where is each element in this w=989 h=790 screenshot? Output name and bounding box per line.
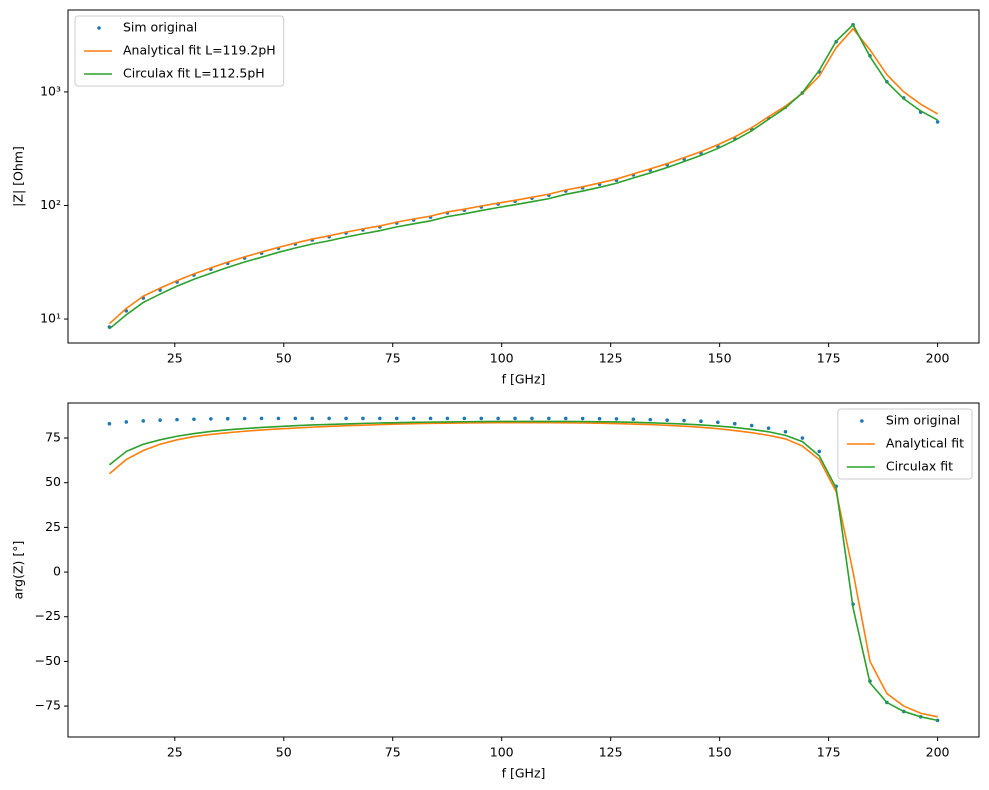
data-point xyxy=(327,416,331,421)
y-tick-label: −50 xyxy=(35,653,61,668)
data-point xyxy=(732,421,737,426)
x-tick-label: 100 xyxy=(490,351,514,366)
data-point xyxy=(935,120,940,124)
data-point xyxy=(310,416,315,421)
data-line xyxy=(108,23,938,330)
data-point xyxy=(394,416,399,421)
data-point xyxy=(496,416,500,421)
data-point xyxy=(192,417,196,422)
data-point xyxy=(479,416,484,421)
data-point xyxy=(293,416,298,421)
data-point xyxy=(547,416,551,421)
data-point xyxy=(378,416,382,421)
data-point xyxy=(597,416,602,421)
data-point xyxy=(259,416,264,421)
x-tick-label: 150 xyxy=(708,745,732,760)
data-point xyxy=(648,417,653,422)
y-tick-label: 10³ xyxy=(40,83,61,98)
x-tick-label: 50 xyxy=(276,351,292,366)
x-tick-label: 75 xyxy=(385,745,401,760)
data-point xyxy=(445,416,450,421)
legend-label: Sim original xyxy=(886,413,960,428)
legend-box xyxy=(837,408,973,480)
x-axis-label: f [GHz] xyxy=(502,372,546,387)
x-tick-label: 100 xyxy=(490,745,514,760)
data-line xyxy=(108,420,938,722)
data-point xyxy=(242,416,247,421)
y-tick-label: −25 xyxy=(35,608,61,623)
x-tick-label: 125 xyxy=(599,351,623,366)
x-tick-label: 125 xyxy=(599,745,623,760)
data-point xyxy=(716,420,720,425)
data-point xyxy=(124,420,129,424)
x-tick-label: 175 xyxy=(817,351,841,366)
data-line xyxy=(108,421,938,718)
data-point xyxy=(783,429,788,434)
data-point xyxy=(209,417,213,421)
subplot: 25 50 75 100 125 150 175 200 10¹ 10² 10³ f [GHz] |Z|… xyxy=(11,9,980,387)
legend: Sim original Analytical fit L=119.2pH Circ… xyxy=(74,15,285,87)
data-point xyxy=(462,416,467,421)
x-axis-label: f [GHz] xyxy=(502,766,546,781)
data-point xyxy=(563,416,568,421)
y-tick-label: 10² xyxy=(40,197,61,212)
x-tick-label: 150 xyxy=(708,351,732,366)
x-tick-label: 200 xyxy=(926,351,950,366)
subplot: 25 50 75 100 125 150 175 200 −75 −50 −25 0 25 50 75 f [… xyxy=(11,402,980,781)
x-tick-label: 25 xyxy=(167,351,183,366)
y-tick-label: 75 xyxy=(45,430,61,445)
data-point xyxy=(276,416,281,421)
data-point xyxy=(361,416,365,421)
data-point xyxy=(749,423,754,428)
y-axis-label: arg(Z) [°] xyxy=(11,541,26,600)
legend-marker xyxy=(97,26,101,30)
legend-marker xyxy=(860,419,864,423)
legend-label: Analytical fit L=119.2pH xyxy=(123,43,276,58)
data-point xyxy=(682,418,686,423)
data-point xyxy=(175,417,179,422)
data-point xyxy=(631,417,636,422)
y-axis-label: |Z| [Ohm] xyxy=(11,146,26,207)
data-point xyxy=(766,426,771,430)
x-tick-label: 200 xyxy=(926,745,950,760)
legend-label: Circulax fit xyxy=(886,459,953,474)
data-point xyxy=(513,416,517,421)
y-tick-label: −75 xyxy=(35,698,61,713)
y-tick-label: 25 xyxy=(45,519,61,534)
axes-frame xyxy=(67,9,980,344)
data-point xyxy=(614,417,619,421)
data-point xyxy=(580,416,585,421)
legend-label: Circulax fit L=112.5pH xyxy=(123,66,265,81)
data-point xyxy=(225,416,230,421)
data-point xyxy=(530,416,534,421)
y-tick-label: 0 xyxy=(53,564,61,579)
x-tick-label: 50 xyxy=(276,745,292,760)
legend-label: Sim original xyxy=(123,20,197,35)
data-point xyxy=(158,418,162,422)
axes-frame xyxy=(67,402,980,738)
x-tick-label: 175 xyxy=(817,745,841,760)
data-point xyxy=(344,416,348,421)
data-point xyxy=(428,416,433,421)
x-tick-label: 75 xyxy=(385,351,401,366)
data-point xyxy=(800,436,805,440)
data-point xyxy=(141,419,146,423)
data-point xyxy=(817,449,822,454)
data-point xyxy=(107,421,112,426)
x-tick-label: 25 xyxy=(167,745,183,760)
legend-box xyxy=(74,15,285,87)
data-point xyxy=(665,418,669,422)
legend-label: Analytical fit xyxy=(886,436,964,451)
data-point xyxy=(699,419,703,424)
y-tick-label: 10¹ xyxy=(40,311,61,326)
y-tick-label: 50 xyxy=(45,474,61,489)
legend: Sim original Analytical fit Circulax fit xyxy=(837,408,973,480)
data-point xyxy=(411,416,416,421)
